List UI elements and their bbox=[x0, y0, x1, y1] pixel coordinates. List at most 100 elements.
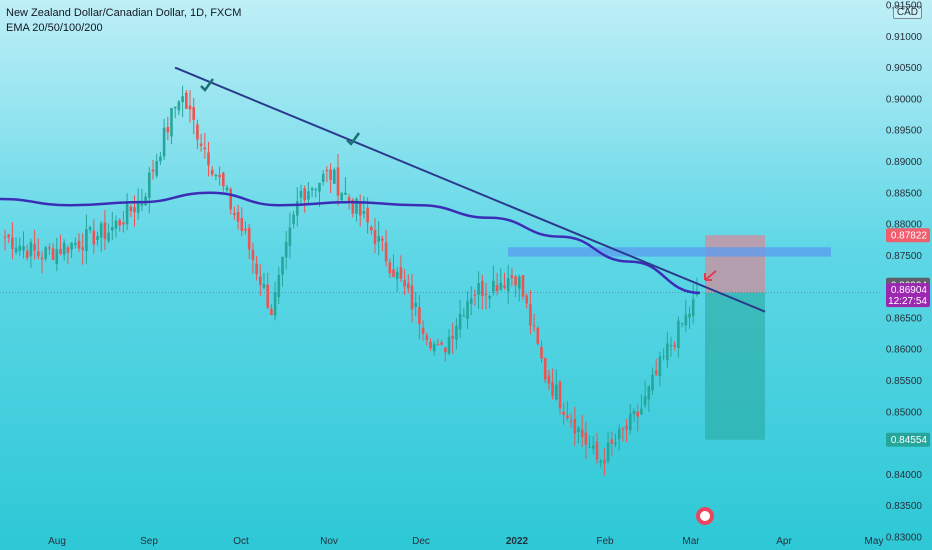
price-axis-label: 0.87500 bbox=[886, 251, 923, 262]
candle-body bbox=[429, 342, 432, 349]
candle-body bbox=[310, 188, 314, 191]
candle-body bbox=[647, 385, 651, 400]
candle-body bbox=[233, 213, 236, 215]
candle-body bbox=[477, 283, 480, 295]
candle-body bbox=[425, 335, 429, 340]
candle-body bbox=[418, 307, 421, 325]
candle-body bbox=[547, 375, 551, 384]
candle-body bbox=[432, 343, 436, 352]
sell-arrow-icon bbox=[704, 270, 717, 281]
candle-body bbox=[303, 188, 306, 201]
candle-body bbox=[392, 269, 395, 278]
candle-body bbox=[236, 211, 240, 222]
candle-body bbox=[506, 278, 510, 292]
time-axis-label: Mar bbox=[682, 536, 700, 547]
candle-body bbox=[388, 262, 392, 274]
candle-body bbox=[562, 411, 565, 415]
time-axis-label: Feb bbox=[596, 536, 614, 547]
candle-body bbox=[503, 285, 506, 288]
currency-label[interactable]: CAD bbox=[892, 6, 922, 19]
take-profit-badge: 0.84554 bbox=[891, 435, 928, 446]
candle-body bbox=[481, 281, 484, 296]
ema-200-line bbox=[0, 191, 701, 295]
candle-body bbox=[181, 96, 184, 103]
candle-body bbox=[262, 284, 266, 288]
candle-body bbox=[473, 294, 477, 296]
candle-body bbox=[33, 243, 36, 251]
candle-body bbox=[351, 199, 355, 214]
candle-body bbox=[521, 275, 525, 297]
time-axis: Aug Sep Oct Nov Dec 2022 Feb Mar Apr May bbox=[48, 536, 883, 547]
price-axis-label: 0.89500 bbox=[886, 126, 923, 137]
candle-body bbox=[540, 346, 543, 359]
candle-body bbox=[643, 395, 647, 406]
price-axis-label: 0.86500 bbox=[886, 313, 923, 324]
price-axis-label: 0.86000 bbox=[886, 345, 923, 356]
price-axis-label: 0.91500 bbox=[886, 1, 923, 12]
candle-body bbox=[569, 421, 573, 423]
candle-body bbox=[373, 230, 377, 245]
candle-body bbox=[680, 323, 684, 325]
candle-body bbox=[318, 182, 321, 192]
candle-body bbox=[466, 301, 469, 319]
candle-body bbox=[606, 442, 610, 462]
candle-body bbox=[384, 242, 388, 262]
candles-group bbox=[3, 85, 699, 476]
candle-body bbox=[366, 207, 369, 223]
candle-body bbox=[99, 223, 103, 238]
candle-body bbox=[218, 174, 221, 178]
check-mark-icon bbox=[346, 132, 361, 146]
candle-body bbox=[410, 285, 414, 310]
time-axis-label: Aug bbox=[48, 536, 66, 547]
candle-body bbox=[196, 124, 199, 140]
candle-body bbox=[11, 237, 14, 249]
candle-body bbox=[525, 295, 528, 304]
candle-body bbox=[55, 249, 59, 265]
candle-body bbox=[229, 189, 232, 210]
position-zones bbox=[0, 235, 880, 440]
candle-body bbox=[455, 326, 458, 340]
candle-body bbox=[96, 236, 99, 241]
candle-body bbox=[74, 243, 77, 245]
candle-body bbox=[436, 343, 440, 345]
candle-body bbox=[244, 228, 247, 231]
candle-body bbox=[88, 227, 92, 230]
candle-body bbox=[70, 242, 73, 250]
candle-body bbox=[629, 413, 632, 431]
candle-body bbox=[329, 169, 332, 180]
price-axis-label: 0.88500 bbox=[886, 188, 923, 199]
candle-body bbox=[625, 425, 628, 430]
candle-body bbox=[296, 201, 299, 216]
candle-body bbox=[543, 357, 547, 380]
candle-body bbox=[558, 381, 562, 409]
candle-body bbox=[207, 152, 210, 166]
candle-body bbox=[614, 442, 617, 445]
candle-body bbox=[81, 247, 84, 250]
candle-body bbox=[284, 242, 288, 258]
candle-body bbox=[77, 240, 81, 249]
indicator-label[interactable]: EMA 20/50/100/200 bbox=[6, 22, 103, 34]
candle-body bbox=[510, 275, 514, 279]
candle-body bbox=[277, 274, 281, 298]
candle-body bbox=[555, 384, 558, 400]
price-axis-label: 0.90000 bbox=[886, 94, 923, 105]
candle-body bbox=[399, 267, 403, 279]
candle-body bbox=[617, 428, 621, 440]
candle-body bbox=[151, 169, 155, 172]
price-axis-label: 0.89000 bbox=[886, 157, 923, 168]
price-axis: 0.91500 0.91000 0.90500 0.90000 0.89500 0.890… bbox=[886, 1, 923, 544]
candle-body bbox=[580, 429, 584, 438]
symbol-title[interactable]: New Zealand Dollar/Canadian Dollar, 1D, … bbox=[6, 7, 242, 19]
candle-body bbox=[666, 343, 669, 361]
candle-body bbox=[118, 220, 121, 226]
candle-body bbox=[255, 263, 258, 275]
candle-body bbox=[14, 248, 18, 253]
candle-body bbox=[7, 234, 10, 238]
candle-body bbox=[462, 315, 466, 317]
candle-body bbox=[407, 283, 410, 289]
candle-body bbox=[484, 293, 488, 295]
candle-body bbox=[640, 408, 643, 415]
candle-body bbox=[266, 284, 269, 308]
